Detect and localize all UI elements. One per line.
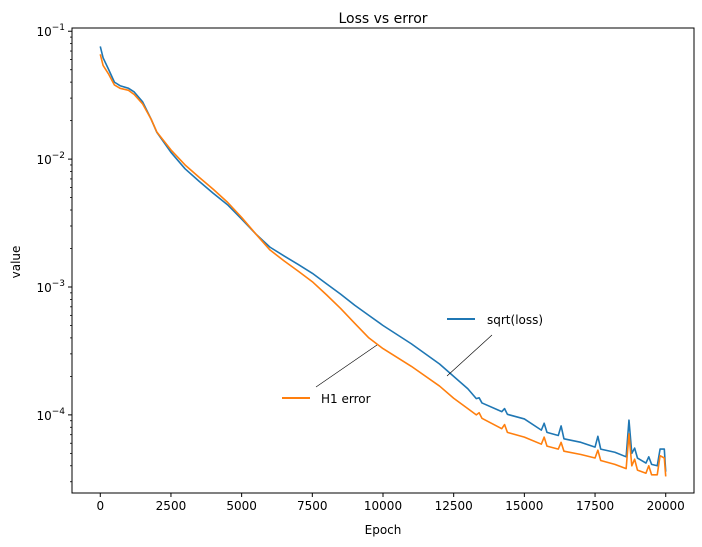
y-axis-ticks: 10−1 10−2 10−3 10−4 bbox=[36, 23, 72, 483]
y-tick-label: 10−2 bbox=[36, 151, 65, 167]
x-tick-label: 0 bbox=[96, 499, 104, 513]
y-axis-label: value bbox=[9, 246, 23, 279]
x-tick-label: 10000 bbox=[364, 499, 402, 513]
x-axis-ticks: 0 2500 5000 7500 10000 12500 15000 17500 20000 bbox=[96, 493, 685, 513]
x-tick-label: 5000 bbox=[226, 499, 257, 513]
x-tick-label: 15000 bbox=[505, 499, 543, 513]
x-tick-label: 20000 bbox=[647, 499, 685, 513]
legend-connector-0 bbox=[446, 334, 493, 377]
x-tick-label: 2500 bbox=[156, 499, 187, 513]
legend-connector-1 bbox=[315, 344, 378, 388]
series-line-1 bbox=[99, 54, 667, 477]
legend-label-0: sqrt(loss) bbox=[487, 313, 543, 327]
inline-legend: sqrt(loss) H1 error bbox=[282, 313, 543, 406]
series-line-0 bbox=[99, 46, 667, 472]
series-layer bbox=[99, 46, 667, 477]
x-tick-label: 12500 bbox=[435, 499, 473, 513]
y-tick-label: 10−4 bbox=[36, 407, 65, 423]
chart-title: Loss vs error bbox=[338, 11, 427, 27]
x-tick-label: 17500 bbox=[576, 499, 614, 513]
x-axis-label: Epoch bbox=[365, 523, 402, 537]
legend-label-1: H1 error bbox=[321, 392, 371, 406]
y-tick-label: 10−1 bbox=[36, 23, 65, 39]
x-tick-label: 7500 bbox=[297, 499, 328, 513]
y-tick-label: 10−3 bbox=[36, 279, 65, 295]
